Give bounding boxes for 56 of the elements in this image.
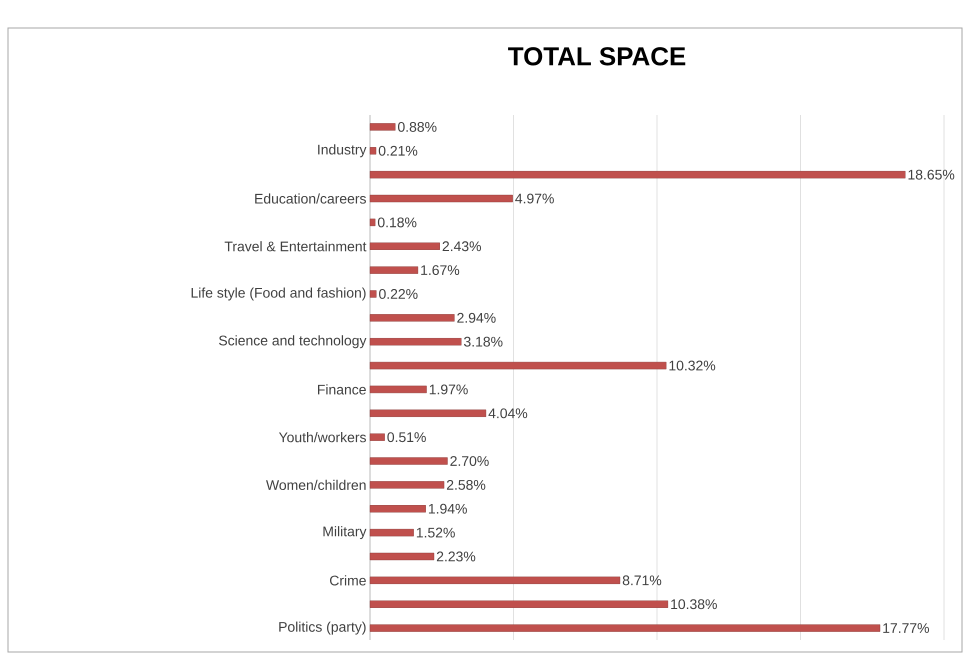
- bar: [370, 600, 668, 608]
- data-label: 1.52%: [416, 528, 455, 538]
- y-tick-label: Science and technology: [219, 335, 366, 348]
- y-tick-label: Travel & Entertainment: [224, 241, 366, 252]
- bar: [370, 147, 376, 154]
- data-label: 1.94%: [428, 504, 467, 514]
- y-tick-label: Industry: [318, 144, 366, 158]
- data-label: 0.51%: [387, 432, 426, 442]
- bar: [370, 266, 418, 274]
- y-tick-label: Women/children: [266, 480, 366, 490]
- bar: [370, 194, 513, 202]
- chart-title: TOTAL SPACE: [508, 47, 686, 66]
- bar: [370, 362, 666, 370]
- bar: [370, 481, 444, 489]
- data-label: 0.88%: [398, 122, 437, 132]
- bar: [370, 410, 486, 417]
- bar: [370, 457, 448, 465]
- y-tick-label: Life style (Food and fashion): [192, 287, 366, 300]
- data-label: 4.97%: [515, 194, 554, 204]
- bar: [370, 123, 396, 131]
- bar: [370, 505, 426, 512]
- data-label: 2.58%: [446, 480, 486, 490]
- data-label: 2.43%: [442, 241, 481, 252]
- bar: [370, 290, 377, 298]
- bar: [370, 528, 414, 536]
- data-label: 0.21%: [378, 146, 418, 156]
- data-label: 1.67%: [421, 265, 460, 276]
- data-label: 2.70%: [450, 456, 489, 466]
- data-label: 18.65%: [908, 170, 954, 180]
- bar: [370, 386, 427, 394]
- bar: [370, 242, 440, 250]
- y-tick-label: Military: [323, 526, 366, 540]
- data-label: 10.38%: [671, 599, 717, 610]
- bar: [370, 314, 455, 322]
- bar: [370, 338, 462, 346]
- bar: [370, 552, 434, 560]
- data-label: 0.18%: [378, 217, 416, 228]
- data-label: 4.04%: [488, 408, 528, 418]
- bar: [370, 433, 385, 441]
- data-label: 8.71%: [622, 575, 662, 586]
- y-tick-label: Finance: [318, 384, 366, 395]
- data-label: 2.94%: [457, 312, 496, 323]
- bar: [370, 624, 880, 632]
- y-tick-label: Youth/workers: [278, 432, 366, 442]
- data-label: 1.97%: [430, 384, 468, 394]
- data-label: 3.18%: [464, 336, 503, 347]
- bar: [370, 218, 376, 226]
- data-label: 17.77%: [883, 623, 930, 633]
- bar: [370, 576, 620, 584]
- data-label: 10.32%: [669, 360, 716, 371]
- bar: [370, 170, 906, 178]
- y-tick-label: Education/careers: [255, 193, 366, 204]
- data-label: 0.22%: [379, 289, 418, 299]
- data-label: 2.23%: [436, 552, 476, 562]
- y-tick-label: Crime: [330, 575, 366, 586]
- y-tick-label: Politics (party): [279, 622, 366, 635]
